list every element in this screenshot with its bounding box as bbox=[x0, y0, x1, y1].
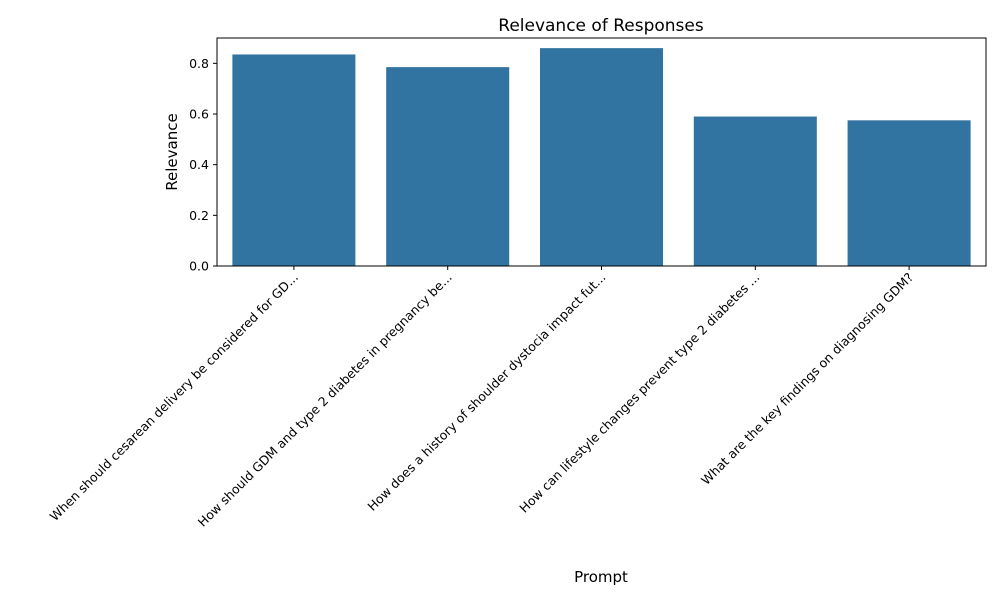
bar-3 bbox=[539, 48, 664, 267]
bar-2 bbox=[386, 67, 510, 266]
y-tick-label: 0.2 bbox=[189, 208, 209, 223]
x-tick-label: How should GDM and type 2 diabetes in pr… bbox=[195, 270, 455, 530]
x-axis-label: Prompt bbox=[574, 568, 628, 586]
y-tick-label: 0.0 bbox=[189, 259, 209, 274]
bar-1 bbox=[232, 54, 356, 266]
bars-group bbox=[232, 48, 971, 267]
x-tick-label: How does a history of shoulder dystocia … bbox=[364, 270, 608, 514]
y-tick-label: 0.6 bbox=[189, 107, 209, 122]
y-axis-label: Relevance bbox=[163, 113, 181, 190]
y-tick-label: 0.4 bbox=[189, 157, 209, 172]
y-tick-label: 0.8 bbox=[189, 56, 209, 71]
bar-5 bbox=[847, 120, 971, 266]
chart-title: Relevance of Responses bbox=[498, 16, 704, 36]
bar-4 bbox=[693, 116, 817, 267]
y-axis: 0.0 0.2 0.4 0.6 0.8 bbox=[189, 56, 217, 274]
x-axis: When should cesarean delivery be conside… bbox=[47, 266, 916, 530]
x-tick-label: When should cesarean delivery be conside… bbox=[47, 270, 301, 524]
plot-frame bbox=[216, 37, 987, 267]
x-tick-label: How can lifestyle changes prevent type 2… bbox=[516, 270, 762, 516]
